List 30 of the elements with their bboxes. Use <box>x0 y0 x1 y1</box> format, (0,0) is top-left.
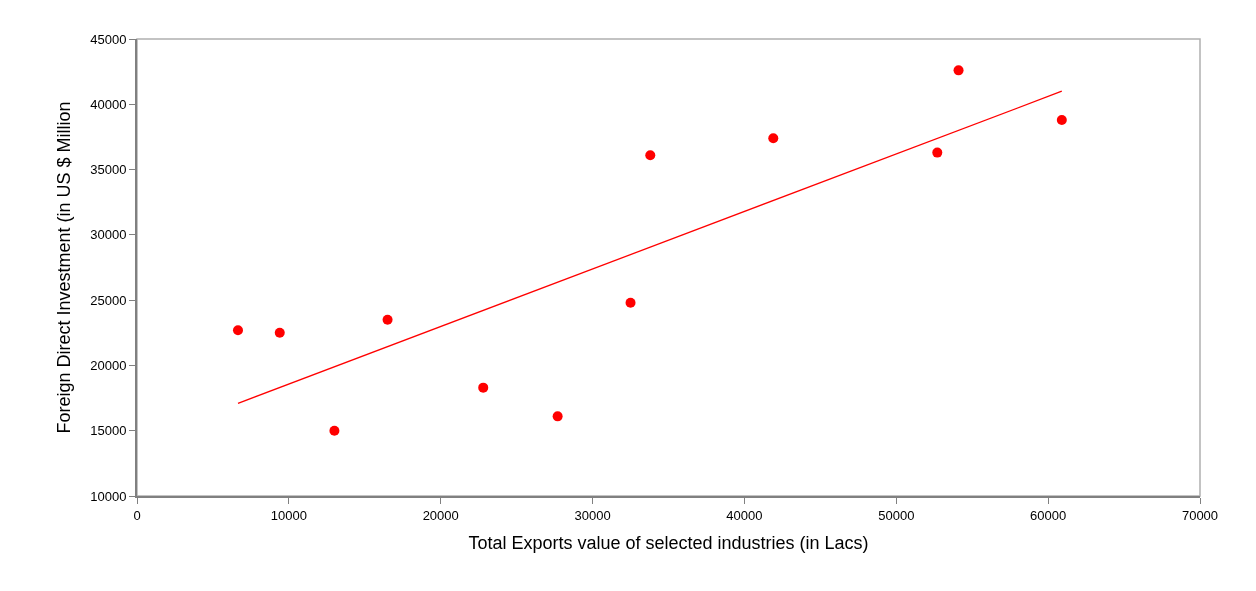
y-tick-label: 10000 <box>90 488 127 504</box>
point <box>552 411 563 422</box>
y-axis-title: Foreign Direct Investment (in US $ Million <box>53 101 74 434</box>
x-tick-label: 40000 <box>726 507 763 523</box>
point <box>274 327 285 338</box>
y-tick-label: 30000 <box>90 227 127 243</box>
point <box>645 150 656 161</box>
point <box>232 325 243 336</box>
x-tick-label: 70000 <box>1181 507 1219 523</box>
x-axis-title: Total Exports value of selected industries (in Lacs) <box>468 533 869 554</box>
point <box>478 382 489 393</box>
x-tick-label: 50000 <box>878 507 915 523</box>
x-tick-label: 60000 <box>1030 507 1067 523</box>
y-tick-label: 40000 <box>90 96 127 112</box>
x-tick-label: 10000 <box>270 507 307 523</box>
point <box>625 297 636 308</box>
point <box>1056 114 1067 125</box>
x-tick-label: 30000 <box>574 507 611 523</box>
point <box>768 133 779 144</box>
y-tick-label: 20000 <box>90 357 127 373</box>
point <box>932 147 943 158</box>
point <box>329 425 340 436</box>
y-tick-label: 35000 <box>90 162 127 178</box>
y-tick-label: 15000 <box>90 423 127 439</box>
y-tick-label: 25000 <box>90 292 127 308</box>
x-tick-label: 20000 <box>422 507 459 523</box>
y-tick-label: 45000 <box>90 31 127 47</box>
point <box>953 65 964 76</box>
x-tick-label: 0 <box>133 507 141 523</box>
point <box>382 314 393 325</box>
